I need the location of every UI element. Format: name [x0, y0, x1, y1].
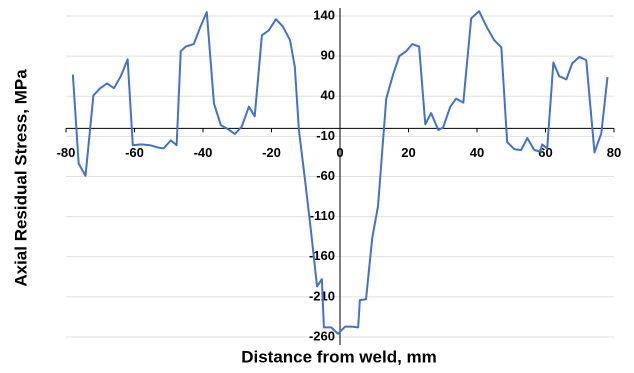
x-tick-label: -40: [194, 145, 213, 160]
y-tick-label: -60: [316, 168, 335, 183]
x-tick-label: 80: [607, 145, 621, 160]
y-tick-label: 90: [321, 48, 335, 63]
y-tick-label: -10: [316, 128, 335, 143]
y-tick-label: 40: [321, 88, 335, 103]
y-tick-label: -110: [310, 208, 335, 223]
x-tick-label: 20: [401, 145, 415, 160]
y-tick-label: 140: [313, 7, 335, 22]
y-tick-label: -260: [309, 328, 335, 343]
x-tick-label: -20: [262, 145, 281, 160]
x-axis-title: Distance from weld, mm: [241, 347, 437, 366]
y-tick-label: -160: [309, 248, 335, 263]
y-axis-title: Axial Residual Stress, MPa: [11, 69, 30, 287]
x-tick-label: 40: [470, 145, 484, 160]
x-tick-label: -60: [125, 145, 144, 160]
data-line: [71, 10, 609, 335]
x-tick-label: -80: [57, 145, 76, 160]
